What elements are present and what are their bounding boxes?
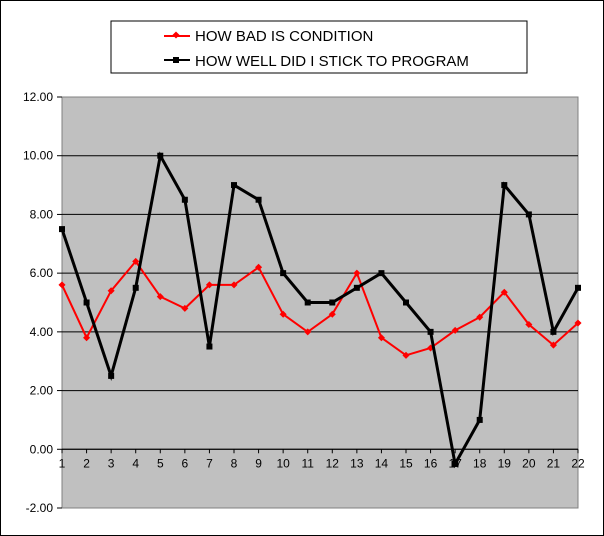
series-layer (58, 151, 582, 469)
data-point-diamond (58, 281, 66, 289)
legend-label-series-1: HOW BAD IS CONDITION (195, 28, 373, 45)
data-point-square (501, 182, 508, 189)
data-point-diamond (549, 341, 557, 349)
data-point-square (255, 196, 262, 203)
data-point-square (231, 182, 237, 189)
data-point-square (132, 284, 139, 291)
legend: HOW BAD IS CONDITION HOW WELL DID I STIC… (110, 20, 528, 74)
data-point-diamond (377, 334, 385, 342)
y-tick-label: 12.00 (23, 90, 53, 104)
y-axis-ticks: 12.00 10.00 8.00 6.00 4.00 2.00 0.00 -2.00 (23, 90, 62, 515)
data-point-diamond (255, 263, 263, 271)
data-point-square (181, 196, 188, 203)
data-point-diamond (525, 320, 533, 329)
legend-box (110, 20, 528, 74)
data-point-diamond (132, 257, 140, 265)
data-point-square (353, 284, 360, 291)
data-point-square (476, 416, 483, 423)
data-point-diamond (574, 319, 582, 327)
data-point-diamond (107, 287, 115, 295)
data-point-square (427, 328, 434, 335)
x-tick-label: 21 (547, 456, 561, 470)
x-tick-label: 5 (157, 456, 164, 470)
x-tick-label: 20 (522, 456, 536, 470)
x-tick-label: 4 (132, 456, 139, 470)
x-tick-label: 19 (498, 456, 512, 470)
data-point-diamond (83, 334, 91, 342)
x-tick-label: 16 (424, 456, 438, 470)
y-tick-label: 0.00 (30, 442, 54, 456)
data-point-square (525, 211, 532, 218)
x-tick-label: 1 (59, 456, 66, 470)
x-tick-label: 2 (83, 456, 90, 470)
x-tick-label: 8 (231, 456, 238, 470)
data-point-diamond (205, 281, 213, 289)
data-point-diamond (279, 310, 287, 318)
data-point-diamond (304, 328, 312, 336)
y-tick-label: 6.00 (30, 266, 54, 280)
x-tick-label: 13 (350, 456, 364, 470)
data-point-square (280, 270, 287, 277)
x-tick-label: 11 (301, 456, 314, 470)
x-tick-label: 6 (182, 456, 189, 470)
data-point-square (452, 460, 459, 467)
x-axis-ticks: 12345678910111213141516171819202122 (59, 448, 585, 470)
x-tick-label: 22 (571, 456, 585, 470)
data-point-square (108, 372, 115, 379)
x-tick-label: 14 (375, 456, 389, 470)
data-point-diamond (353, 269, 361, 277)
data-point-diamond (402, 351, 410, 359)
data-point-diamond (451, 326, 459, 334)
x-tick-label: 12 (326, 456, 340, 470)
data-point-diamond (476, 313, 484, 321)
data-point-square (206, 343, 213, 350)
y-tick-label: -2.00 (26, 501, 54, 515)
legend-marker-series-1 (172, 31, 180, 39)
data-point-diamond (328, 310, 336, 318)
data-point-square (329, 299, 336, 306)
data-point-diamond (230, 281, 238, 289)
y-tick-label: 4.00 (30, 325, 54, 339)
x-tick-label: 9 (255, 456, 262, 470)
legend-marker-series-2 (173, 57, 179, 63)
y-tick-label: 2.00 (30, 384, 54, 398)
legend-label-series-2: HOW WELL DID I STICK TO PROGRAM (195, 53, 469, 70)
data-point-square (304, 299, 311, 306)
data-point-square (157, 152, 164, 159)
x-tick-label: 18 (473, 456, 487, 470)
y-tick-label: 10.00 (23, 149, 53, 163)
data-point-square (378, 270, 385, 277)
data-point-square (403, 299, 409, 306)
data-point-diamond (500, 288, 508, 296)
data-point-diamond (181, 304, 189, 312)
data-point-square (59, 226, 65, 233)
x-tick-label: 3 (108, 456, 115, 470)
data-point-diamond (156, 293, 164, 301)
x-tick-label: 10 (276, 456, 290, 470)
series-line-2 (60, 151, 580, 469)
x-tick-label: 7 (206, 456, 213, 470)
x-tick-label: 15 (399, 456, 413, 470)
data-point-square (550, 328, 557, 335)
data-point-square (575, 284, 581, 291)
data-point-square (83, 299, 90, 306)
y-tick-label: 8.00 (30, 207, 54, 221)
